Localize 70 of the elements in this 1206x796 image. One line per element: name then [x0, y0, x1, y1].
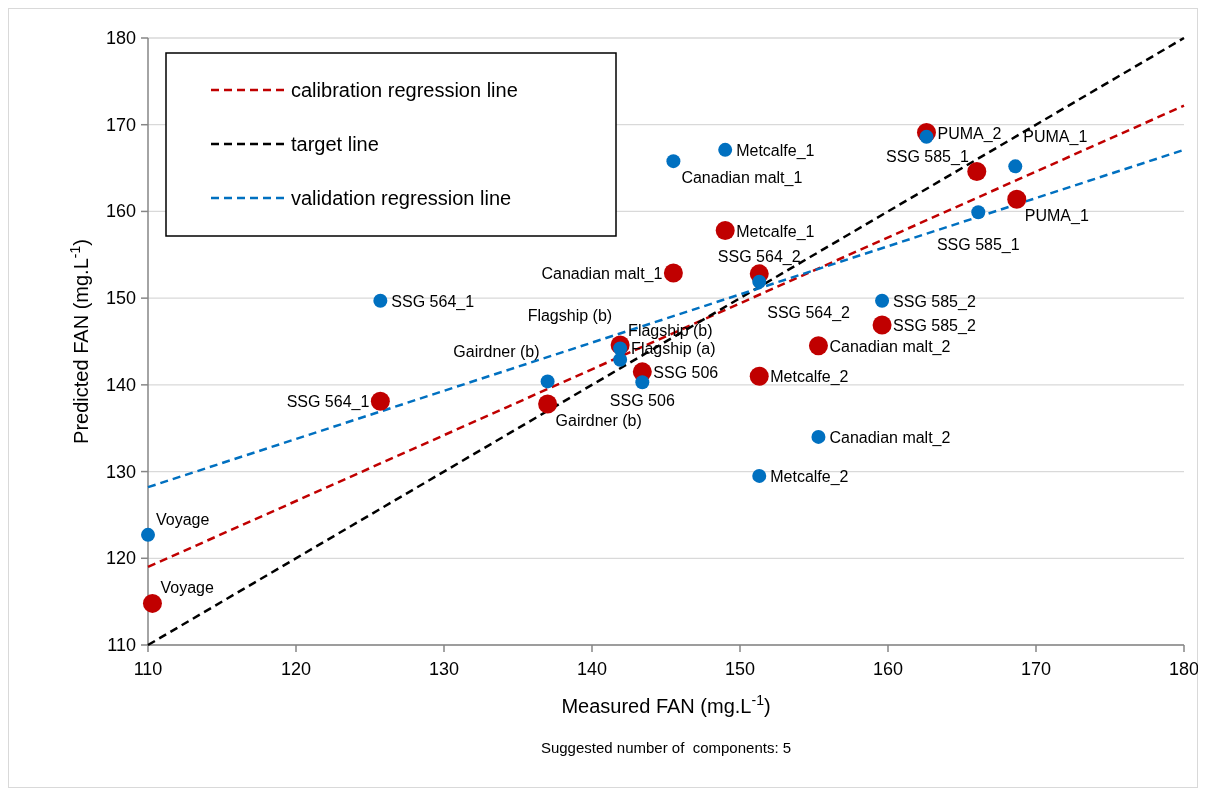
x-tick-label: 110 [133, 659, 163, 679]
x-tick-label: 140 [576, 659, 608, 679]
annotation: Metcalfe_1 [736, 141, 815, 160]
point [811, 429, 826, 444]
y-tick-label: 110 [107, 635, 136, 655]
y-tick-label: 150 [105, 288, 136, 309]
x-tick-label: 160 [872, 659, 904, 679]
annotation: SSG 585_2 [893, 292, 976, 311]
point [1008, 159, 1023, 174]
point [967, 162, 987, 182]
point [752, 468, 767, 483]
annotation: Voyage [156, 510, 210, 528]
annotation: Flagship (b) [527, 306, 613, 324]
point [808, 336, 828, 356]
point [635, 375, 650, 390]
annotation: SSG 564_2 [767, 303, 851, 322]
x-tick-label: 130 [428, 659, 460, 679]
annotation: SSG 585_1 [886, 147, 969, 166]
point [538, 394, 558, 414]
legend-label: calibration regression line [291, 79, 518, 101]
x-tick-label: 150 [724, 659, 756, 679]
y-tick-label: 140 [105, 374, 136, 395]
point [971, 205, 986, 220]
annotation: PUMA_2 [937, 124, 1002, 143]
point [370, 391, 390, 411]
text: Suggested number of components: 5 [540, 739, 792, 756]
annotation: Metcalfe_2 [770, 368, 849, 387]
x-tick-label: 170 [1020, 659, 1052, 679]
point [141, 527, 155, 542]
annotation: Canadian malt_1 [681, 169, 803, 188]
point [752, 274, 767, 289]
point [875, 293, 890, 308]
point [540, 374, 555, 389]
annotation: PUMA_1 [1024, 207, 1089, 226]
point [872, 315, 892, 335]
annotation: SSG 564_1 [286, 393, 370, 412]
annotation: Gairdner (b) [453, 343, 540, 361]
annotation: Metcalfe_2 [770, 467, 849, 486]
point [663, 263, 683, 283]
point [666, 154, 681, 169]
point [373, 293, 388, 308]
point [718, 142, 733, 157]
annotation: Canadian malt_2 [829, 428, 951, 447]
annotation: Metcalfe_1 [736, 222, 815, 241]
annotation: Voyage [160, 579, 214, 597]
annotation: SSG 585_2 [893, 317, 976, 336]
point [715, 221, 735, 241]
annotation: Canadian malt_2 [829, 337, 951, 356]
annotation: SSG 506 [609, 392, 675, 410]
annotation: SSG 564_1 [391, 292, 475, 311]
annotation: SSG 564_2 [717, 247, 801, 266]
annotation: PUMA_1 [1023, 128, 1088, 147]
y-tick-label: 130 [105, 461, 136, 482]
x-tick-label: 120 [280, 659, 312, 679]
annotation: Gairdner (b) [555, 411, 642, 429]
legend-label: target line [291, 133, 379, 155]
annotation: SSG 585_1 [936, 236, 1020, 255]
y-tick-label: 180 [105, 28, 136, 48]
y-tick-label: 160 [105, 201, 136, 222]
annotation: Canadian malt_1 [541, 265, 663, 283]
y-tick-label: 120 [105, 548, 136, 569]
x-tick-label: 180 [1168, 659, 1200, 679]
point [613, 352, 628, 367]
point [1007, 189, 1027, 209]
point [749, 366, 769, 386]
annotation: SSG 506 [653, 363, 719, 381]
point [142, 593, 162, 613]
x-axis-title: Measured FAN (mg.L$^{-1}$) [561, 692, 771, 717]
y-tick-label: 170 [105, 114, 136, 135]
legend-label: validation regression line [291, 187, 512, 209]
